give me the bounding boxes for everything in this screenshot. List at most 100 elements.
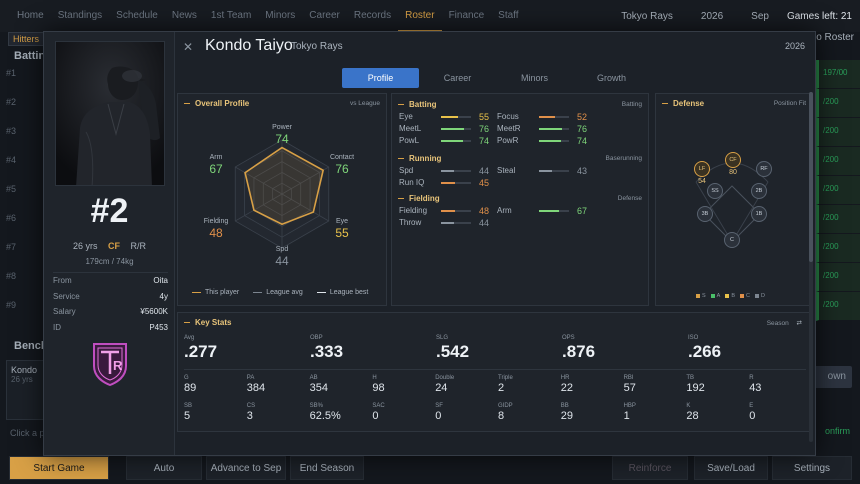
attr-label: Eye: [399, 112, 413, 121]
field-position-cf[interactable]: CF: [725, 152, 741, 168]
tab-profile[interactable]: Profile: [342, 68, 419, 88]
close-icon[interactable]: ✕: [183, 40, 194, 54]
radar-value-fielding: 48: [209, 226, 223, 240]
radar-axis-line: [235, 193, 283, 222]
nav-staff[interactable]: Staff: [498, 10, 519, 21]
lineup-status: /200: [816, 176, 860, 205]
player-modal: #2 26 yrs CF R/R 179cm / 74kg From Oita Se…: [43, 31, 816, 456]
nav-news[interactable]: News: [171, 10, 197, 21]
nav-schedule[interactable]: Schedule: [116, 10, 158, 21]
defense-legend-label: B: [731, 293, 736, 299]
lineup-row-number: #2: [6, 97, 17, 107]
legend-league-best: League best: [317, 289, 369, 296]
season-year: 2026: [784, 41, 805, 51]
stat-iso: ISO .266: [688, 335, 721, 362]
lineup-status: /200: [816, 89, 860, 118]
stat-value: 354: [309, 382, 328, 394]
field-position-1b[interactable]: 1B: [751, 206, 767, 222]
radar-player-shape: [244, 146, 325, 226]
nav-minors[interactable]: Minors: [265, 10, 296, 21]
attr-fielding: Fielding 48: [399, 206, 499, 218]
swap-icon[interactable]: ⇄: [796, 320, 802, 327]
field-position-lf[interactable]: LF: [694, 161, 710, 177]
field-value-lf: 54: [698, 178, 706, 185]
nav-roster[interactable]: Roster: [398, 0, 442, 32]
radar-label-eye: Eye: [335, 218, 349, 225]
stat-triple: Triple 2: [498, 375, 513, 394]
tab-career[interactable]: Career: [443, 73, 472, 83]
tab-growth[interactable]: Growth: [596, 73, 626, 83]
attr-bar-fill: [539, 170, 552, 172]
attr-run-iq: Run IQ 45: [399, 178, 499, 190]
attr-bar: [441, 210, 471, 212]
own-button[interactable]: own: [808, 366, 852, 388]
settings-button[interactable]: Settings: [772, 456, 852, 480]
stat-label: Double: [435, 375, 455, 381]
stat-value: .876: [562, 342, 596, 361]
attr-label: Fielding: [399, 206, 428, 215]
field-position-3b[interactable]: 3B: [697, 206, 713, 222]
field-position-2b[interactable]: 2B: [751, 183, 767, 199]
defense-card: Defense Position Fit LF 54 CF 80 RF SS 2B 3B 1B C…: [655, 93, 813, 306]
attr-bar-fill: [539, 140, 562, 142]
stat-label: OBP: [310, 335, 323, 341]
modal-scrollbar[interactable]: [809, 92, 813, 442]
nav-finance[interactable]: Finance: [448, 10, 485, 21]
nav-standings[interactable]: Standings: [57, 10, 103, 21]
stat-label: HR: [560, 375, 570, 381]
advance-button[interactable]: Advance to Sep: [206, 456, 286, 480]
defense-legend-item: S: [696, 293, 706, 299]
nav-records[interactable]: Records: [353, 10, 392, 21]
profile-tabs: Profile Career Minors Growth: [342, 68, 652, 88]
stat-label: SB%: [309, 403, 323, 409]
roster-tab[interactable]: o Roster: [816, 32, 854, 43]
lineup-status: /200: [816, 205, 860, 234]
end-season-button[interactable]: End Season: [290, 456, 364, 480]
nav-home[interactable]: Home: [17, 10, 44, 21]
defense-legend-swatch: [740, 293, 745, 298]
batting-title: Batting: [398, 100, 437, 109]
stat-value: 98: [372, 382, 385, 394]
stat-sf: SF 0: [435, 403, 443, 422]
defense-legend-item: C: [740, 293, 750, 299]
start-game-button[interactable]: Start Game: [9, 456, 109, 480]
field-position-ss[interactable]: SS: [707, 183, 723, 199]
tab-minors[interactable]: Minors: [520, 73, 548, 83]
attr-value: 74: [577, 136, 588, 146]
field-position-c[interactable]: C: [724, 232, 740, 248]
nav-career[interactable]: Career: [309, 10, 340, 21]
bench-player-name: Kondo: [11, 365, 38, 375]
stat-label: R: [749, 375, 754, 381]
field-position-rf[interactable]: RF: [756, 161, 772, 177]
radar-label-fielding: Fielding: [203, 218, 229, 225]
key-stats-scope[interactable]: Season ⇄: [767, 319, 802, 327]
attr-focus: Focus 52: [497, 112, 597, 124]
nav-1st-team[interactable]: 1st Team: [210, 10, 252, 21]
attr-eye: Eye 55: [399, 112, 499, 124]
radar-label-contact: Contact: [329, 154, 355, 161]
bench-card[interactable]: Kondo 26 yrs: [6, 360, 46, 420]
stat-value: 1: [623, 410, 630, 422]
defense-legend-label: S: [702, 293, 706, 299]
defense-title: Defense: [662, 99, 704, 108]
save-load-button[interactable]: Save/Load: [694, 456, 768, 480]
reinforce-button[interactable]: Reinforce: [612, 456, 688, 480]
attr-bar: [441, 222, 471, 224]
stat-pa: PA 384: [247, 375, 265, 394]
stat-value: 29: [560, 410, 574, 422]
stat-value: 0: [749, 410, 756, 422]
scrollbar-thumb[interactable]: [809, 92, 813, 262]
stat-ops: OPS .876: [562, 335, 595, 362]
confirm-link[interactable]: onfirm: [824, 426, 850, 436]
radar-value-power: 74: [275, 132, 289, 146]
auto-button[interactable]: Auto: [126, 456, 202, 480]
radar-value-arm: 67: [209, 162, 223, 176]
player-team: Tokyo Rays: [291, 41, 343, 52]
attr-meetr: MeetR 76: [497, 124, 597, 136]
stat-r: R 43: [749, 375, 761, 394]
jersey-number: #2: [90, 192, 129, 230]
info-value: ¥5600K: [140, 307, 168, 317]
stat-value: 0: [372, 410, 379, 422]
radar-value-eye: 55: [335, 226, 349, 240]
attr-bar: [539, 116, 569, 118]
